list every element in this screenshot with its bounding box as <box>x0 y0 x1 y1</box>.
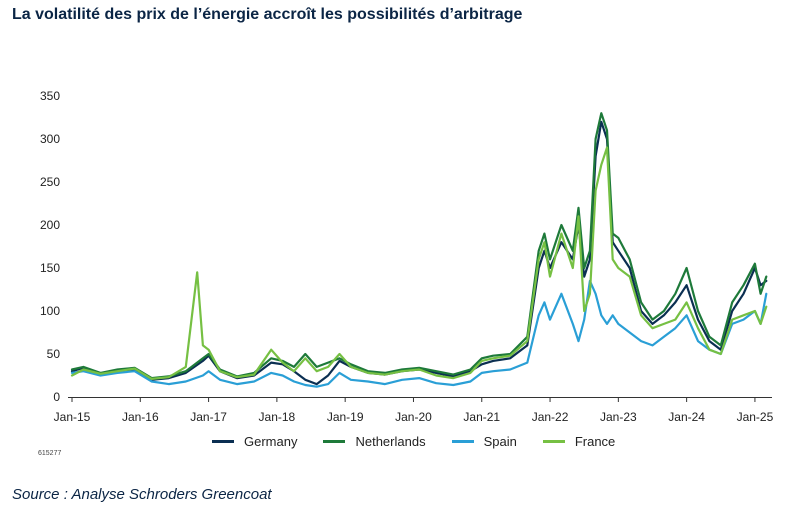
y-tick-label: 250 <box>40 175 60 189</box>
x-tick-label: Jan-16 <box>122 410 159 424</box>
chart-title: La volatilité des prix de l’énergie accr… <box>12 6 523 23</box>
source-note: Source : Analyse Schroders Greencoat <box>12 486 272 503</box>
y-tick-label: 300 <box>40 132 60 146</box>
legend: Germany Netherlands Spain France <box>212 434 615 449</box>
legend-label: Netherlands <box>355 434 426 449</box>
series-line-france <box>70 146 768 380</box>
x-tick-label: Jan-21 <box>463 410 500 424</box>
figure-code: 615277 <box>38 450 62 457</box>
legend-swatch <box>451 440 474 443</box>
x-tick-label: Jan-15 <box>54 410 91 424</box>
legend-item-netherlands: Netherlands <box>323 434 426 449</box>
legend-label: Spain <box>483 434 517 449</box>
y-tick-label: 150 <box>40 261 60 275</box>
x-axis: Jan-15 Jan-16 Jan-17 Jan-18 Jan-19 Jan-20 Jan-… <box>54 397 774 424</box>
line-chart: 0 50 100 150 200 250 300 350 Jan-15 Jan-16 Jan-17… <box>40 89 774 424</box>
y-tick-label: 200 <box>40 218 60 232</box>
y-axis: 0 50 100 150 200 250 300 350 <box>40 89 60 404</box>
legend-swatch <box>212 440 234 443</box>
y-tick-label: 350 <box>40 89 60 103</box>
x-tick-label: Jan-19 <box>327 410 364 424</box>
series-lines <box>70 112 768 388</box>
legend-item-germany: Germany <box>212 434 297 449</box>
legend-item-france: France <box>542 434 616 449</box>
legend-swatch <box>542 440 565 443</box>
series-line-spain <box>70 279 768 388</box>
x-tick-label: Jan-17 <box>190 410 227 424</box>
x-tick-label: Jan-20 <box>395 410 432 424</box>
legend-swatch <box>323 440 346 443</box>
legend-item-spain: Spain <box>451 434 517 449</box>
x-tick-label: Jan-22 <box>532 410 569 424</box>
x-tick-label: Jan-18 <box>259 410 296 424</box>
y-tick-label: 0 <box>53 390 60 404</box>
x-tick-label: Jan-23 <box>600 410 637 424</box>
series-line-germany <box>70 120 768 386</box>
y-tick-label: 100 <box>40 304 60 318</box>
y-tick-label: 50 <box>47 347 61 361</box>
x-tick-label: Jan-24 <box>668 410 705 424</box>
legend-label: France <box>574 434 616 449</box>
x-tick-label: Jan-25 <box>737 410 774 424</box>
legend-label: Germany <box>244 434 298 449</box>
